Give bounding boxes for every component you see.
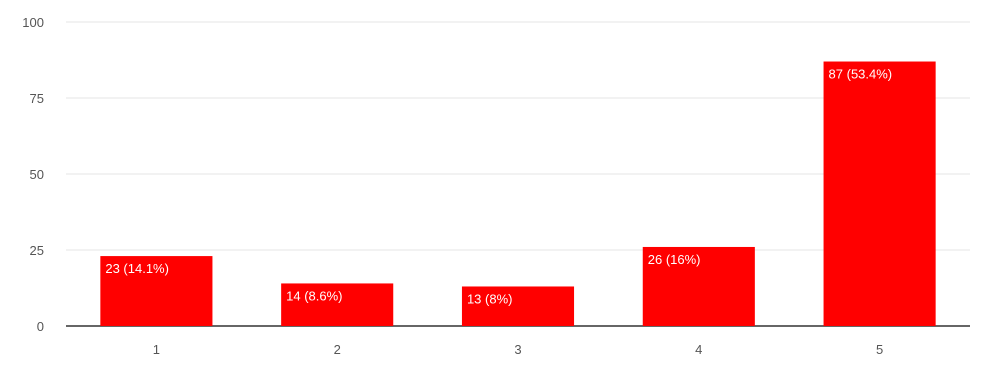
x-tick-label-3: 3 (514, 342, 521, 357)
x-tick-label-1: 1 (153, 342, 160, 357)
x-tick-label-2: 2 (334, 342, 341, 357)
y-tick-label: 75 (30, 91, 44, 106)
y-tick-label: 0 (37, 319, 44, 334)
bars (100, 61, 936, 327)
x-tick-label-5: 5 (876, 342, 883, 357)
y-axis: 0 25 50 75 100 (22, 15, 44, 334)
data-label-1: 23 (14.1%) (105, 261, 169, 276)
bar-2 (281, 283, 394, 326)
y-tick-label: 50 (30, 167, 44, 182)
data-label-5: 87 (53.4%) (829, 67, 893, 82)
x-tick-label-4: 4 (695, 342, 702, 357)
data-labels: 23 (14.1%) 14 (8.6%) 13 (8%) 26 (16%) 87 (53… (105, 67, 892, 307)
y-tick-label: 100 (22, 15, 44, 30)
bar-5 (823, 61, 936, 327)
data-label-2: 14 (8.6%) (286, 288, 342, 303)
x-axis: 1 2 3 4 5 (153, 342, 883, 357)
bar-4 (642, 246, 755, 326)
data-label-4: 26 (16%) (648, 252, 701, 267)
data-label-3: 13 (8%) (467, 291, 513, 306)
y-tick-label: 25 (30, 243, 44, 258)
bar-3 (461, 286, 575, 326)
bar-1 (100, 256, 213, 326)
